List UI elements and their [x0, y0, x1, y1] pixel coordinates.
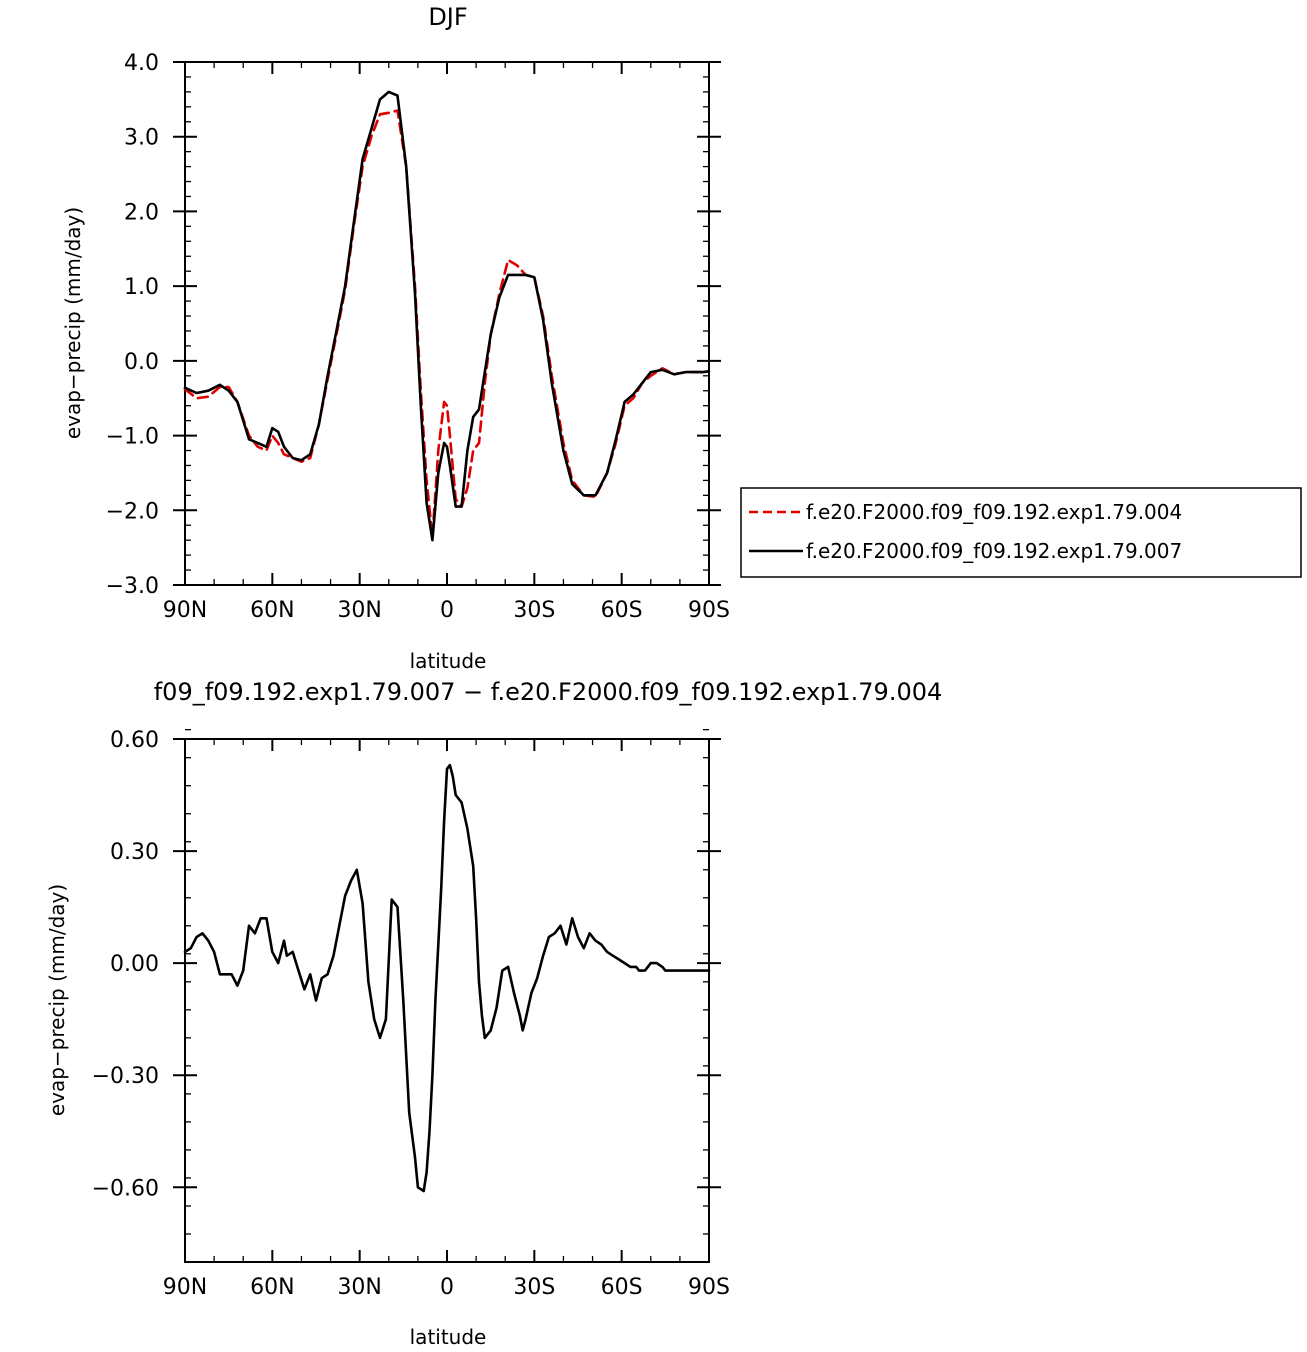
- y-tick-label: −2.0: [106, 499, 159, 524]
- top-chart-xlabel: latitude: [410, 649, 487, 673]
- legend-label-007: f.e20.F2000.f09_f09.192.exp1.79.007: [806, 539, 1182, 563]
- y-tick-label: −0.60: [92, 1176, 159, 1201]
- bottom-chart-series: [183, 763, 711, 1193]
- y-tick-label: 0.30: [110, 840, 159, 865]
- legend-label-004: f.e20.F2000.f09_f09.192.exp1.79.004: [806, 500, 1182, 524]
- top-chart-title: DJF: [428, 3, 467, 31]
- top-chart-axes: 90N 60N 30N 0 30S 60S 90S 4.0 3.0 2.0 1.0 0.0 −1.0 −2…: [106, 51, 730, 623]
- y-tick-label: 3.0: [124, 126, 159, 151]
- y-tick-label: 4.0: [124, 51, 159, 76]
- x-tick-label: 90N: [163, 598, 207, 623]
- bottom-chart-ylabel: evap−precip (mm/day): [45, 884, 69, 1116]
- y-tick-label: 0.60: [110, 728, 159, 753]
- x-tick-label: 30S: [513, 598, 555, 623]
- legend-box: [740, 487, 1302, 578]
- series-line-0: [183, 763, 711, 1193]
- y-tick-label: −1.0: [106, 425, 159, 450]
- series-line-1: [183, 90, 711, 542]
- x-tick-label: 60S: [601, 1275, 643, 1300]
- y-tick-label: −3.0: [106, 574, 159, 599]
- plot-frame: [184, 61, 710, 586]
- top-chart: DJF 90N 60N 30N 0 30S 60S 90S 4.0 3.0 2.0 1.0 0.0 −1…: [61, 3, 730, 673]
- y-tick-label: 0.0: [124, 350, 159, 375]
- x-tick-label: 30N: [337, 1275, 381, 1300]
- x-tick-label: 0: [440, 598, 454, 623]
- y-tick-label: −0.30: [92, 1064, 159, 1089]
- x-tick-label: 60N: [250, 1275, 294, 1300]
- legend: f.e20.F2000.f09_f09.192.exp1.79.004 f.e2…: [740, 487, 1302, 578]
- plot-frame: [184, 738, 710, 1263]
- x-tick-label: 30N: [337, 598, 381, 623]
- y-tick-label: 1.0: [124, 275, 159, 300]
- x-tick-label: 60S: [601, 598, 643, 623]
- x-tick-label: 90N: [163, 1275, 207, 1300]
- bottom-chart: f09_f09.192.exp1.79.007 − f.e20.F2000.f0…: [45, 678, 942, 1349]
- top-chart-series: [183, 90, 711, 542]
- bottom-chart-title: f09_f09.192.exp1.79.007 − f.e20.F2000.f0…: [154, 678, 943, 706]
- y-tick-label: 2.0: [124, 200, 159, 225]
- top-chart-ylabel: evap−precip (mm/day): [61, 207, 85, 439]
- x-tick-label: 0: [440, 1275, 454, 1300]
- bottom-chart-xlabel: latitude: [410, 1325, 487, 1349]
- series-line-0: [183, 109, 711, 538]
- x-tick-label: 60N: [250, 598, 294, 623]
- bottom-chart-axes: 90N 60N 30N 0 30S 60S 90S 0.60 0.30 0.00 −0.30 −0.6…: [92, 728, 730, 1300]
- x-tick-label: 90S: [688, 598, 730, 623]
- x-tick-label: 30S: [513, 1275, 555, 1300]
- y-tick-label: 0.00: [110, 952, 159, 977]
- x-tick-label: 90S: [688, 1275, 730, 1300]
